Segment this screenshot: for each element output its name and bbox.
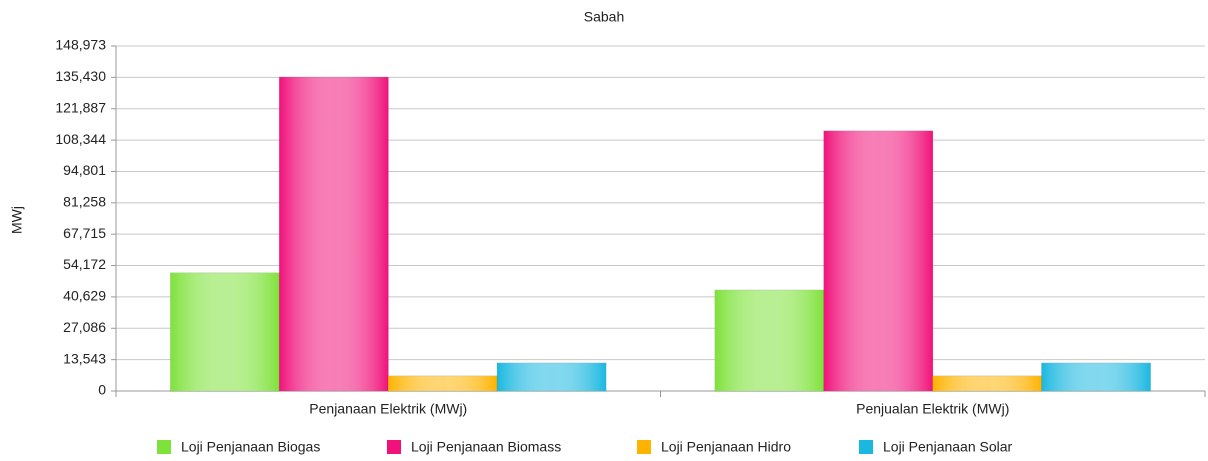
legend-label: Loji Penjanaan Hidro <box>661 439 791 455</box>
y-tick-label: 40,629 <box>63 288 106 304</box>
y-tick-label: 54,172 <box>63 256 106 272</box>
legend-label: Loji Penjanaan Biogas <box>181 439 320 455</box>
y-tick-label: 27,086 <box>63 319 106 335</box>
chart-title: Sabah <box>584 9 624 25</box>
y-tick-label: 94,801 <box>63 162 106 178</box>
y-tick-label: 121,887 <box>55 99 106 115</box>
legend-swatch <box>157 440 171 454</box>
bar-shine <box>170 272 280 391</box>
x-tick-label: Penjanaan Elektrik (MWj) <box>309 401 467 417</box>
bar-shine <box>823 130 933 391</box>
legend-swatch <box>387 440 401 454</box>
bar-group <box>278 76 389 392</box>
y-tick-label: 81,258 <box>63 194 106 210</box>
y-axis-label: MWj <box>9 206 25 234</box>
bar-group <box>387 375 498 392</box>
y-tick-label: 0 <box>98 382 106 398</box>
bar-group <box>496 362 607 392</box>
bar-shine <box>497 362 607 391</box>
bar-group <box>932 375 1043 392</box>
bar-shine <box>388 375 498 391</box>
x-tick-label: Penjualan Elektrik (MWj) <box>856 401 1009 417</box>
bar-group <box>169 272 280 392</box>
legend-swatch <box>637 440 651 454</box>
bar-shine <box>279 77 389 391</box>
y-tick-label: 135,430 <box>55 68 106 84</box>
legend-swatch <box>859 440 873 454</box>
bar-shine <box>932 375 1042 391</box>
y-tick-label: 148,973 <box>55 37 106 53</box>
bar-shine <box>714 290 824 391</box>
bar-group <box>714 289 825 392</box>
legend-label: Loji Penjanaan Solar <box>883 439 1013 455</box>
bar-group <box>1041 362 1152 392</box>
y-tick-label: 108,344 <box>55 131 106 147</box>
legend-label: Loji Penjanaan Biomass <box>411 439 561 455</box>
y-tick-label: 13,543 <box>63 350 106 366</box>
bar-shine <box>1041 362 1151 391</box>
y-tick-label: 67,715 <box>63 225 106 241</box>
bar-group <box>823 130 934 392</box>
